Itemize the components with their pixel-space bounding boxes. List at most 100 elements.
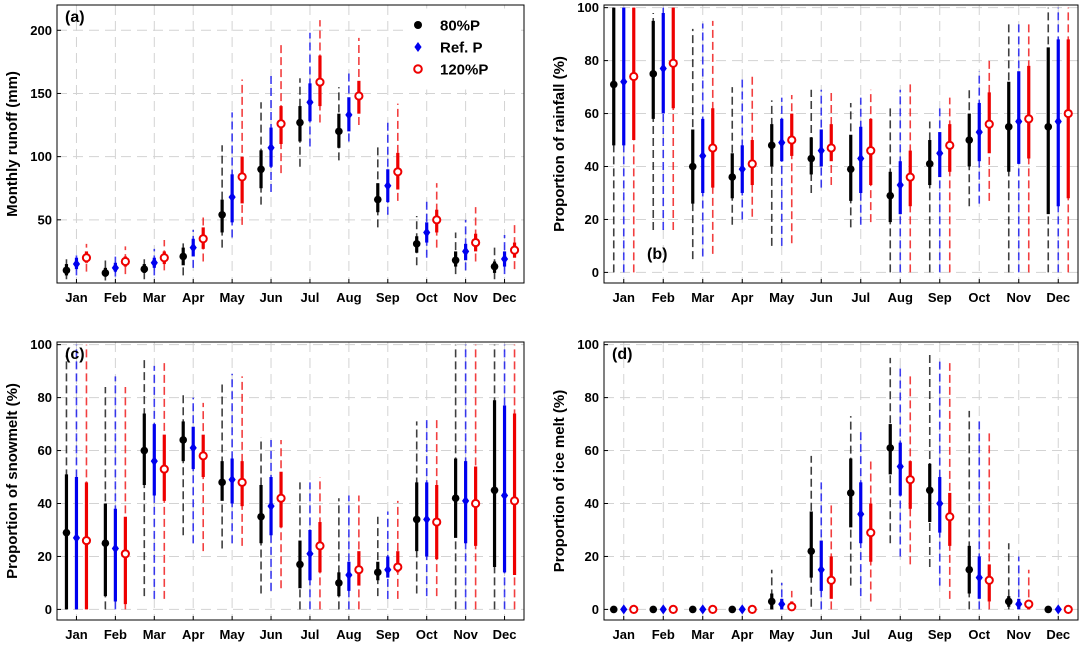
marker-80%P [257,512,265,521]
x-tick-label: Feb [652,627,675,642]
y-axis-label: Proportion of snowmelt (%) [4,383,21,579]
x-tick-label: Jan [65,627,87,642]
y-tick-label: 40 [38,496,52,511]
marker-Ref. P [111,262,119,273]
marker-Ref. P [975,572,983,583]
marker-80%P [807,547,816,555]
x-tick-label: Mar [691,627,714,642]
y-tick-label: 0 [45,602,52,617]
marker-80%P [1044,122,1053,131]
marker-80%P [412,515,421,524]
marker-120%P [471,498,481,509]
x-tick-label: Jun [810,627,833,642]
marker-Ref. P [738,604,746,615]
marker-80%P [179,436,188,444]
x-tick-label: Nov [1006,290,1031,305]
x-tick-label: Jul [851,290,870,305]
plot-area [604,342,1078,620]
marker-80%P [609,605,618,614]
marker-Ref. P [1015,116,1023,127]
x-tick-label: Apr [731,627,753,642]
x-tick-label: Jun [259,627,282,642]
marker-120%P [787,602,797,612]
x-tick-label: Aug [888,627,913,642]
marker-Ref. P [620,76,628,87]
marker-80%P [218,478,226,487]
y-tick-label: 40 [585,159,599,174]
marker-80%P [218,210,226,219]
x-tick-label: Dec [1046,627,1070,642]
x-tick-label: Aug [336,627,361,642]
marker-120%P [276,119,286,129]
legend-label: 120%P [440,62,488,79]
marker-Ref. P [306,548,314,559]
marker-120%P [393,167,403,177]
x-tick-label: Sep [376,290,400,305]
marker-Ref. P [500,490,509,501]
y-tick-label: 100 [577,337,599,352]
marker-Ref. P [384,180,392,191]
marker-80%P [846,489,855,497]
marker-80%P [965,136,974,144]
marker-80%P [965,565,974,574]
y-tick-label: 0 [592,602,599,617]
marker-120%P [509,245,520,255]
marker-120%P [747,159,757,169]
x-tick-label: Dec [493,290,517,305]
x-tick-label: Oct [416,627,438,642]
marker-120%P [708,143,718,153]
panel-b: 0 20 40 60 80 100 Jan Feb Mar Apr May Jun Jul Aug Sep O… [551,0,1079,305]
marker-Ref. P [1015,599,1023,610]
marker-80%P [451,256,460,265]
marker-Ref. P [423,514,431,525]
x-tick-label: Feb [104,627,127,642]
x-tick-label: Jul [301,290,320,305]
marker-Ref. P [462,495,470,506]
marker-Ref. P [189,242,197,253]
marker-120%P [826,575,836,585]
marker-Ref. P [857,509,865,520]
marker-80%P [767,597,776,606]
y-tick-label: 80 [38,390,52,405]
x-tick-label: Jul [851,627,870,642]
x-tick-label: Feb [652,290,675,305]
x-tick-label: Mar [143,627,166,642]
marker-80%P [807,154,816,163]
marker-120%P [1024,599,1034,609]
x-tick-label: Mar [143,290,166,305]
marker-Ref. P [111,543,119,554]
x-tick-label: Nov [453,627,478,642]
x-tick-label: May [219,627,245,642]
x-tick-label: Nov [1006,627,1031,642]
marker-80%P [688,162,697,171]
marker-80%P [846,165,855,173]
y-axis-label: Proportion of rainfall (%) [551,56,568,232]
marker-120%P [945,512,955,522]
y-tick-label: 40 [585,496,599,511]
marker-Ref. P [975,127,983,138]
axes-frame [56,4,525,284]
marker-80%P [1044,605,1053,614]
x-tick-label: Apr [182,290,204,305]
marker-Ref. P [817,564,825,575]
marker-Ref. P [896,180,904,191]
marker-120%P [866,528,876,538]
x-tick-label: Mar [691,290,714,305]
x-tick-label: Oct [968,627,990,642]
marker-Ref. P [896,461,904,472]
marker-Ref. P [306,97,314,108]
x-tick-label: May [219,290,245,305]
marker-120%P [354,91,364,101]
marker-120%P [198,234,208,244]
marker-120%P [198,451,208,461]
marker-80%P [925,486,934,495]
marker-120%P [668,58,678,68]
marker-120%P [629,604,639,615]
marker-80%P [101,269,110,277]
marker-80%P [335,127,343,136]
marker-80%P [257,165,265,174]
marker-80%P [296,560,304,569]
y-tick-label: 0 [592,265,599,280]
x-tick-label: Sep [928,627,952,642]
marker-Ref. P [1054,116,1062,127]
